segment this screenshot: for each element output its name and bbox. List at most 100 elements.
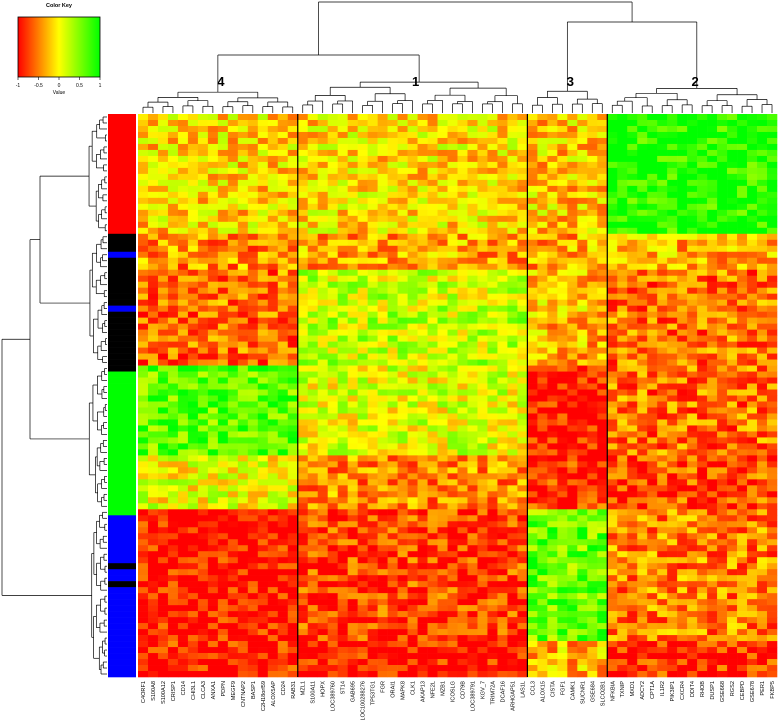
row-side-color bbox=[108, 143, 136, 151]
heatmap-cell bbox=[457, 227, 468, 235]
heatmap-cell bbox=[737, 311, 748, 318]
heatmap-cell bbox=[347, 431, 358, 438]
heatmap-cell bbox=[727, 359, 738, 366]
heatmap-cell bbox=[397, 125, 408, 133]
heatmap-cell bbox=[377, 239, 388, 247]
heatmap-cell bbox=[717, 365, 728, 372]
heatmap-cell bbox=[227, 389, 239, 396]
heatmap-cell bbox=[577, 461, 588, 468]
heatmap-cell bbox=[287, 299, 299, 306]
heatmap-cell bbox=[737, 143, 748, 151]
heatmap-cell bbox=[207, 197, 219, 205]
heatmap-cell bbox=[437, 383, 448, 390]
heatmap-cell bbox=[517, 365, 528, 372]
heatmap-cell bbox=[347, 161, 358, 169]
heatmap-cell bbox=[607, 419, 618, 426]
heatmap-cell bbox=[207, 347, 219, 354]
heatmap-cell bbox=[477, 359, 488, 366]
heatmap-cell bbox=[657, 233, 668, 241]
heatmap-cell bbox=[327, 203, 338, 211]
heatmap-cell bbox=[227, 425, 239, 432]
heatmap-cell bbox=[717, 437, 728, 444]
heatmap-cell bbox=[447, 275, 458, 282]
heatmap-cell bbox=[577, 263, 588, 271]
heatmap-cell bbox=[657, 425, 668, 432]
heatmap-cell bbox=[497, 137, 508, 145]
heatmap-cell bbox=[567, 269, 578, 277]
heatmap-cell bbox=[607, 347, 618, 354]
heatmap-cell bbox=[517, 317, 528, 324]
heatmap-cell bbox=[707, 287, 718, 294]
heatmap-cell bbox=[477, 503, 488, 510]
heatmap-cell bbox=[187, 491, 199, 498]
heatmap-cell bbox=[437, 455, 448, 462]
heatmap-cell bbox=[687, 359, 698, 366]
heatmap-cell bbox=[257, 215, 269, 223]
heatmap-cell bbox=[197, 467, 209, 474]
heatmap-cell bbox=[527, 119, 538, 127]
heatmap-cell bbox=[277, 353, 289, 360]
heatmap-cell bbox=[537, 491, 548, 498]
heatmap-cell bbox=[157, 197, 169, 205]
heatmap-cell bbox=[397, 203, 408, 211]
heatmap-cell bbox=[587, 389, 598, 396]
heatmap-cell bbox=[147, 497, 159, 504]
heatmap-cell bbox=[497, 269, 508, 277]
heatmap-cell bbox=[697, 401, 708, 408]
heatmap-cell bbox=[447, 383, 458, 390]
heatmap-cell bbox=[357, 263, 368, 271]
heatmap-cell bbox=[477, 431, 488, 438]
heatmap-cell bbox=[577, 275, 588, 282]
heatmap-cell bbox=[217, 227, 229, 235]
heatmap-cell bbox=[767, 167, 778, 175]
heatmap-cell bbox=[297, 353, 309, 360]
heatmap-cell bbox=[507, 131, 518, 139]
heatmap-cell bbox=[667, 395, 678, 402]
heatmap-cell bbox=[157, 347, 169, 354]
heatmap-cell bbox=[187, 239, 199, 247]
heatmap-cell bbox=[297, 293, 309, 300]
heatmap-cell bbox=[507, 179, 518, 187]
heatmap-cell bbox=[357, 389, 368, 396]
heatmap-cell bbox=[217, 365, 229, 372]
heatmap-cell bbox=[297, 401, 309, 408]
heatmap-cell bbox=[227, 185, 239, 193]
heatmap-cell bbox=[607, 233, 618, 241]
heatmap-cell bbox=[697, 419, 708, 426]
heatmap-cell bbox=[617, 215, 628, 223]
heatmap-cell bbox=[537, 251, 548, 259]
heatmap-cell bbox=[717, 221, 728, 229]
heatmap-cell bbox=[727, 497, 738, 504]
heatmap-cell bbox=[147, 377, 159, 384]
heatmap-cell bbox=[607, 497, 618, 504]
heatmap-cell bbox=[547, 407, 558, 414]
heatmap-cell bbox=[147, 323, 159, 330]
heatmap-cell bbox=[707, 143, 718, 151]
heatmap-cell bbox=[437, 431, 448, 438]
heatmap-cell bbox=[167, 167, 179, 175]
heatmap-cell bbox=[757, 119, 768, 127]
heatmap-cell bbox=[217, 167, 229, 175]
heatmap-cell bbox=[427, 347, 438, 354]
heatmap-cell bbox=[597, 461, 608, 468]
heatmap-cell bbox=[607, 269, 618, 277]
heatmap-cell bbox=[377, 329, 388, 336]
heatmap-cell bbox=[517, 347, 528, 354]
heatmap-cell bbox=[287, 521, 299, 528]
heatmap-cell bbox=[227, 341, 239, 348]
heatmap-cell bbox=[237, 353, 249, 360]
heatmap-cell bbox=[707, 359, 718, 366]
heatmap-cell bbox=[547, 401, 558, 408]
row-side-color bbox=[108, 347, 136, 354]
heatmap-cell bbox=[307, 419, 319, 426]
heatmap-cell bbox=[667, 431, 678, 438]
heatmap-cell bbox=[537, 227, 548, 235]
heatmap-cell bbox=[717, 395, 728, 402]
heatmap-cell bbox=[237, 245, 249, 253]
heatmap-cell bbox=[487, 347, 498, 354]
heatmap-cell bbox=[197, 119, 209, 127]
heatmap-cell bbox=[657, 341, 668, 348]
heatmap-cell bbox=[607, 125, 618, 133]
heatmap-cell bbox=[767, 473, 778, 480]
heatmap-cell bbox=[577, 479, 588, 486]
